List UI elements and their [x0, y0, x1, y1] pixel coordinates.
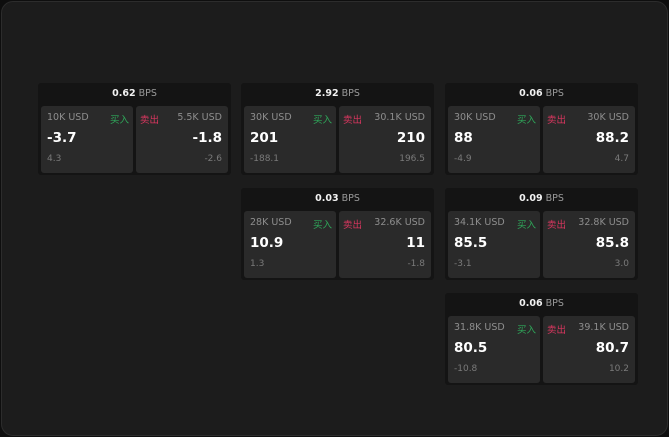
sell-size: 30K USD	[587, 112, 629, 123]
spread-header: 0.09 BPS	[445, 188, 638, 210]
buy-size: 34.1K USD	[454, 217, 505, 228]
sell-label: 卖出	[547, 220, 567, 231]
sell-label: 卖出	[547, 115, 567, 126]
sell-price: 11	[406, 235, 425, 251]
spread-value: 2.92	[315, 88, 339, 99]
quote-widget: 0.06 BPS 30K USD 买入 88 -4.9 30K USD 卖出 8…	[445, 83, 638, 175]
sell-price: 85.8	[595, 235, 629, 251]
buy-size: 28K USD	[250, 217, 292, 228]
buy-price: 10.9	[250, 235, 284, 251]
sell-change: 3.0	[614, 259, 629, 269]
buy-label: 买入	[516, 325, 536, 336]
buy-price: 80.5	[454, 340, 488, 356]
spread-value: 0.03	[315, 193, 339, 204]
buy-size: 31.8K USD	[454, 322, 505, 333]
sell-price: 88.2	[595, 130, 629, 146]
buy-label: 买入	[109, 115, 129, 126]
spread-value: 0.06	[519, 88, 543, 99]
buy-size: 10K USD	[47, 112, 89, 123]
spread-header: 0.62 BPS	[38, 83, 231, 105]
buy-card[interactable]: 10K USD 买入 -3.7 4.3	[41, 106, 133, 173]
spread-unit: BPS	[138, 88, 157, 99]
buy-card[interactable]: 30K USD 买入 88 -4.9	[448, 106, 540, 173]
buy-change: 1.3	[250, 259, 265, 269]
sell-size: 32.6K USD	[374, 217, 425, 228]
sell-label: 卖出	[343, 115, 363, 126]
sell-card[interactable]: 32.8K USD 卖出 85.8 3.0	[543, 211, 635, 278]
quote-widget: 0.09 BPS 34.1K USD 买入 85.5 -3.1 32.8K US…	[445, 188, 638, 280]
sell-change: 196.5	[399, 154, 425, 164]
sell-price: 80.7	[595, 340, 629, 356]
sell-change: 10.2	[608, 364, 629, 374]
spread-unit: BPS	[341, 88, 360, 99]
sell-card[interactable]: 30.1K USD 卖出 210 196.5	[339, 106, 431, 173]
buy-change: 4.3	[47, 154, 62, 164]
buy-change: -3.1	[454, 259, 472, 269]
sell-change: -2.6	[204, 154, 222, 164]
spread-header: 0.06 BPS	[445, 83, 638, 105]
sell-card[interactable]: 5.5K USD 卖出 -1.8 -2.6	[136, 106, 228, 173]
sell-card[interactable]: 30K USD 卖出 88.2 4.7	[543, 106, 635, 173]
buy-price: 88	[454, 130, 473, 146]
sell-size: 30.1K USD	[374, 112, 425, 123]
spread-unit: BPS	[341, 193, 360, 204]
buy-price: 85.5	[454, 235, 488, 251]
spread-header: 0.06 BPS	[445, 293, 638, 315]
quote-widget: 0.06 BPS 31.8K USD 买入 80.5 -10.8 39.1K U…	[445, 293, 638, 385]
buy-change: -188.1	[250, 154, 280, 164]
buy-change: -4.9	[454, 154, 472, 164]
sell-card[interactable]: 32.6K USD 卖出 11 -1.8	[339, 211, 431, 278]
sell-label: 卖出	[547, 325, 567, 336]
spread-unit: BPS	[545, 298, 564, 309]
spread-header: 2.92 BPS	[241, 83, 434, 105]
spread-unit: BPS	[545, 193, 564, 204]
sell-change: 4.7	[614, 154, 629, 164]
quote-widget: 0.62 BPS 10K USD 买入 -3.7 4.3 5.5K USD 卖出…	[38, 83, 231, 175]
sell-change: -1.8	[407, 259, 425, 269]
buy-label: 买入	[516, 220, 536, 231]
sell-label: 卖出	[343, 220, 363, 231]
buy-price: 201	[250, 130, 279, 146]
sell-size: 5.5K USD	[177, 112, 222, 123]
sell-size: 39.1K USD	[578, 322, 629, 333]
sell-price: 210	[396, 130, 425, 146]
buy-card[interactable]: 30K USD 买入 201 -188.1	[244, 106, 336, 173]
sell-price: -1.8	[192, 130, 222, 146]
buy-size: 30K USD	[454, 112, 496, 123]
buy-label: 买入	[516, 115, 536, 126]
sell-label: 卖出	[140, 115, 160, 126]
spread-value: 0.06	[519, 298, 543, 309]
sell-size: 32.8K USD	[578, 217, 629, 228]
spread-unit: BPS	[545, 88, 564, 99]
quote-widget: 2.92 BPS 30K USD 买入 201 -188.1 30.1K USD…	[241, 83, 434, 175]
spread-value: 0.09	[519, 193, 543, 204]
buy-size: 30K USD	[250, 112, 292, 123]
buy-label: 买入	[312, 220, 332, 231]
buy-price: -3.7	[47, 130, 77, 146]
spread-value: 0.62	[112, 88, 136, 99]
buy-label: 买入	[312, 115, 332, 126]
buy-change: -10.8	[454, 364, 478, 374]
spread-header: 0.03 BPS	[241, 188, 434, 210]
sell-card[interactable]: 39.1K USD 卖出 80.7 10.2	[543, 316, 635, 383]
buy-card[interactable]: 28K USD 买入 10.9 1.3	[244, 211, 336, 278]
quote-widget: 0.03 BPS 28K USD 买入 10.9 1.3 32.6K USD 卖…	[241, 188, 434, 280]
buy-card[interactable]: 31.8K USD 买入 80.5 -10.8	[448, 316, 540, 383]
buy-card[interactable]: 34.1K USD 买入 85.5 -3.1	[448, 211, 540, 278]
